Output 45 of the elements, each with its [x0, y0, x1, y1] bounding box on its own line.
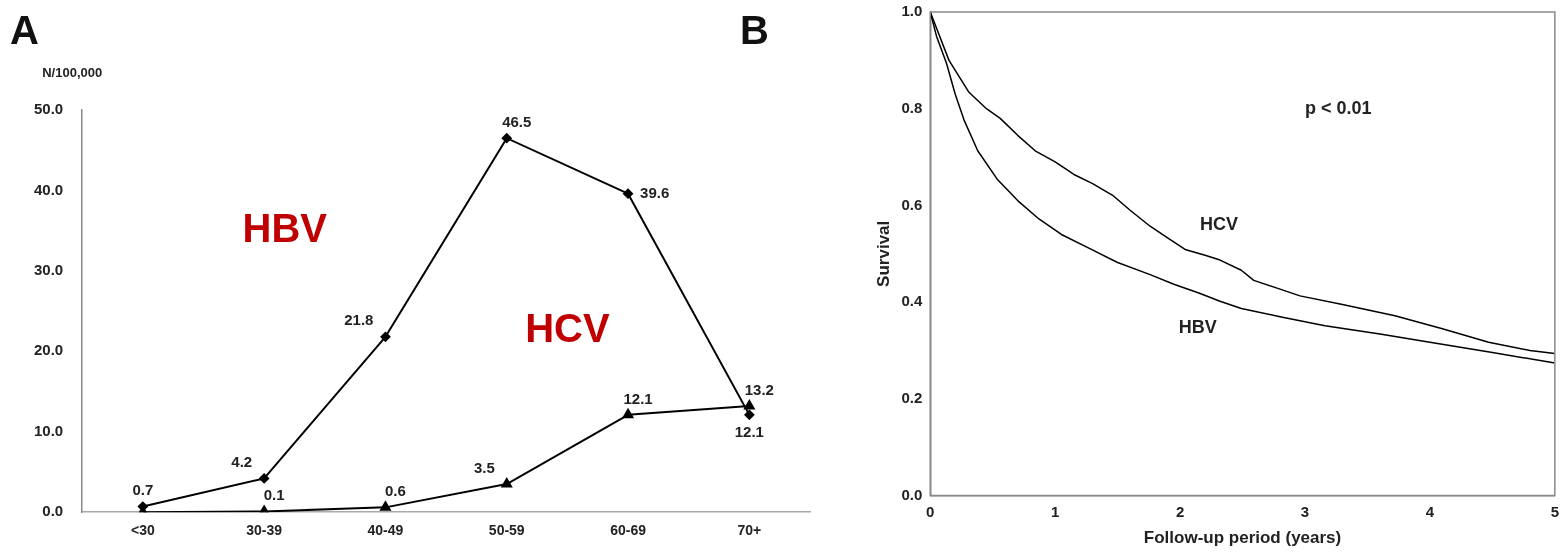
- y-tick-label: 20.0: [33, 341, 64, 359]
- data-label: 3.5: [473, 458, 495, 476]
- data-label: 4.2: [231, 453, 253, 471]
- y-tick-label: 40.0: [33, 180, 64, 198]
- y-tick-label: 0.6: [901, 195, 923, 213]
- x-tick-label: <30: [130, 522, 155, 539]
- x-tick-label: 3: [1300, 502, 1310, 520]
- y-tick-label: 0.0: [901, 485, 923, 503]
- x-tick-label: 4: [1425, 502, 1435, 520]
- x-tick-label: 60-69: [610, 522, 647, 539]
- data-label: 46.5: [502, 112, 532, 130]
- x-tick-label: 0: [926, 502, 935, 520]
- x-tick-label: 1: [1051, 502, 1060, 520]
- annotation: p < 0.01: [1305, 97, 1372, 118]
- data-label: 21.8: [344, 311, 374, 329]
- y-tick-label: 10.0: [33, 421, 64, 439]
- y-tick-label: 0.2: [901, 389, 923, 407]
- x-tick-label: 40-49: [367, 522, 404, 539]
- data-label: 12.1: [734, 422, 764, 440]
- data-label: 39.6: [640, 183, 670, 201]
- x-tick-label: 5: [1550, 502, 1559, 520]
- data-label: 0.7: [132, 481, 154, 499]
- y-tick-label: 0.4: [901, 292, 923, 310]
- data-label: 12.1: [623, 389, 653, 407]
- series-label: HBV: [1178, 316, 1217, 337]
- chart-title: B: [740, 8, 769, 53]
- y-tick-label: 0.0: [42, 502, 64, 520]
- x-axis-title: Follow-up period (years): [1143, 528, 1342, 548]
- y-axis-title: Survival: [873, 220, 893, 287]
- x-tick-label: 70+: [737, 522, 762, 539]
- y-tick-label: 30.0: [33, 261, 64, 279]
- x-tick-label: 50-59: [488, 522, 525, 539]
- y-tick-label: 1.0: [901, 2, 923, 20]
- series-label: HCV: [1200, 214, 1239, 235]
- data-label: 13.2: [744, 380, 774, 398]
- y-tick-label: 50.0: [33, 100, 64, 118]
- chart-title: A: [10, 8, 39, 53]
- y-tick-label: 0.8: [901, 98, 923, 116]
- text: HBV: [242, 205, 328, 250]
- data-label: 0.1: [263, 486, 285, 504]
- series-label: HCV: [525, 306, 610, 351]
- x-tick-label: 30-39: [246, 522, 283, 539]
- y-axis-title: N/100,000: [42, 65, 103, 81]
- data-label: 0.6: [385, 482, 406, 500]
- x-tick-label: 2: [1175, 502, 1185, 520]
